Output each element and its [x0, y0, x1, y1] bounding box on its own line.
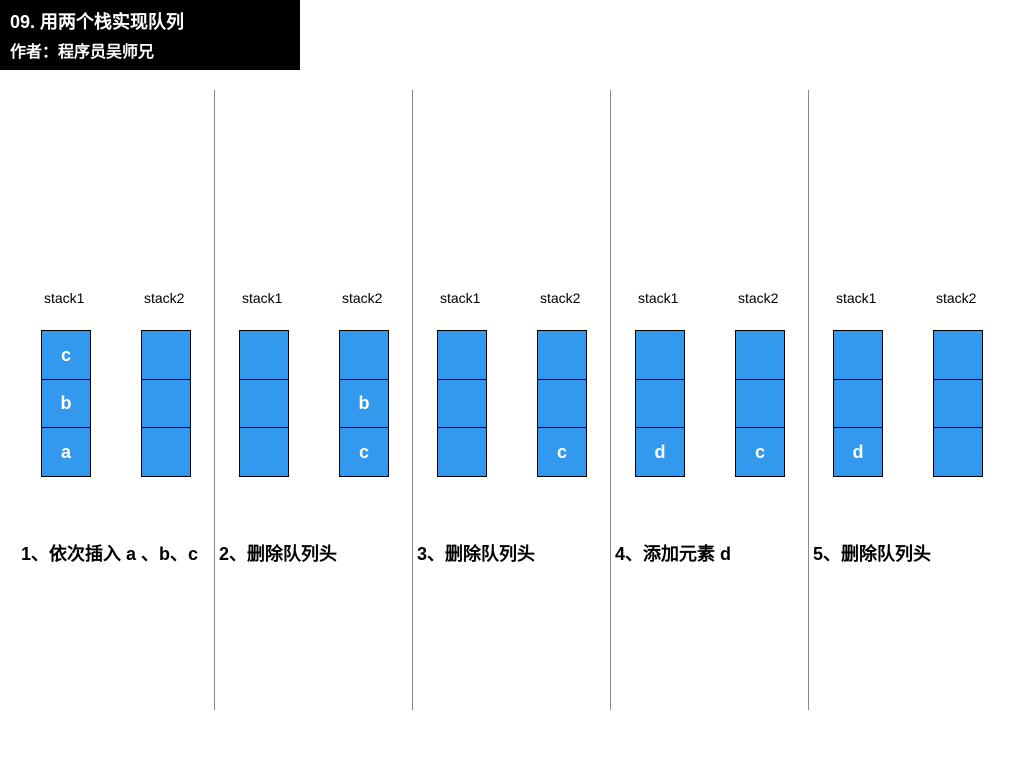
- stack1: [437, 330, 487, 477]
- stack2-label: stack2: [936, 290, 976, 306]
- stack2-label: stack2: [342, 290, 382, 306]
- panel-caption: 1、依次插入 a 、b、c: [21, 540, 198, 566]
- author-label: 作者：程序员吴师兄: [10, 38, 290, 62]
- panel-divider: [214, 90, 215, 710]
- stack1-label: stack1: [44, 290, 84, 306]
- stack-cell: d: [833, 427, 883, 477]
- stack-cell: a: [41, 427, 91, 477]
- stack2-label: stack2: [540, 290, 580, 306]
- stack-cell: [239, 379, 289, 429]
- stack-cell: d: [635, 427, 685, 477]
- stack-cell: [635, 330, 685, 380]
- stack-cell: [141, 330, 191, 380]
- stack2: bc: [339, 330, 389, 477]
- stack-cell: [339, 330, 389, 380]
- stack1-label: stack1: [836, 290, 876, 306]
- panel-divider: [412, 90, 413, 710]
- stack2: c: [537, 330, 587, 477]
- header: 09. 用两个栈实现队列 作者：程序员吴师兄: [0, 0, 300, 70]
- stack-cell: [537, 330, 587, 380]
- panel-caption: 2、删除队列头: [219, 540, 337, 566]
- panel-caption: 3、删除队列头: [417, 540, 535, 566]
- panel-divider: [610, 90, 611, 710]
- stack-cell: [437, 427, 487, 477]
- stack1: d: [833, 330, 883, 477]
- stack2: [933, 330, 983, 477]
- stack-cell: c: [41, 330, 91, 380]
- stack-cell: [437, 379, 487, 429]
- stack-cell: [239, 427, 289, 477]
- stack-cell: [537, 379, 587, 429]
- stack2-label: stack2: [144, 290, 184, 306]
- diagram-canvas: stack1stack2cba1、依次插入 a 、b、cstack1stack2…: [0, 90, 1024, 768]
- stack-cell: [437, 330, 487, 380]
- stack-cell: c: [339, 427, 389, 477]
- stack-cell: c: [537, 427, 587, 477]
- stack-cell: [735, 330, 785, 380]
- stack-cell: [141, 427, 191, 477]
- stack-cell: b: [41, 379, 91, 429]
- stack1: [239, 330, 289, 477]
- stack-cell: b: [339, 379, 389, 429]
- stack-cell: [933, 427, 983, 477]
- stack1: cba: [41, 330, 91, 477]
- stack-cell: [239, 330, 289, 380]
- stack-cell: [735, 379, 785, 429]
- stack-cell: [833, 330, 883, 380]
- stack-cell: [635, 379, 685, 429]
- stack1: d: [635, 330, 685, 477]
- stack-cell: [141, 379, 191, 429]
- stack-cell: [933, 330, 983, 380]
- stack-cell: [833, 379, 883, 429]
- panel-caption: 4、添加元素 d: [615, 540, 731, 566]
- stack2-label: stack2: [738, 290, 778, 306]
- panel-divider: [808, 90, 809, 710]
- stack1-label: stack1: [638, 290, 678, 306]
- stack-cell: c: [735, 427, 785, 477]
- stack1-label: stack1: [440, 290, 480, 306]
- page-title: 09. 用两个栈实现队列: [10, 8, 290, 34]
- panel-caption: 5、删除队列头: [813, 540, 931, 566]
- stack2: c: [735, 330, 785, 477]
- stack2: [141, 330, 191, 477]
- stack-cell: [933, 379, 983, 429]
- stack1-label: stack1: [242, 290, 282, 306]
